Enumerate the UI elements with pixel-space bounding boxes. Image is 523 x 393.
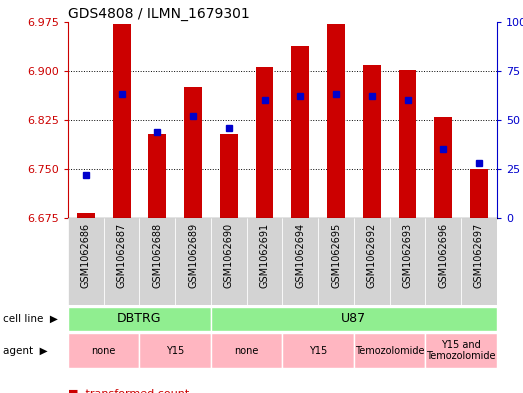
Text: GSM1062697: GSM1062697 [474, 222, 484, 288]
Text: Temozolomide: Temozolomide [355, 345, 424, 356]
Bar [461, 218, 497, 305]
Text: DBTRG: DBTRG [117, 312, 162, 325]
Bar [434, 117, 452, 218]
Text: agent  ▶: agent ▶ [3, 345, 47, 356]
Bar [112, 24, 131, 218]
Bar [104, 218, 140, 305]
Bar [291, 46, 309, 218]
Text: none: none [92, 345, 116, 356]
Bar [354, 333, 425, 368]
Text: GSM1062687: GSM1062687 [117, 222, 127, 288]
Text: Y15 and
Temozolomide: Y15 and Temozolomide [426, 340, 496, 361]
Bar [220, 134, 238, 218]
Bar [399, 70, 416, 218]
Bar [470, 169, 488, 218]
Text: GSM1062686: GSM1062686 [81, 222, 91, 288]
Bar [68, 307, 211, 331]
Text: GSM1062695: GSM1062695 [331, 222, 341, 288]
Bar [282, 218, 318, 305]
Bar [211, 218, 247, 305]
Bar [149, 134, 166, 218]
Bar [425, 333, 497, 368]
Bar [256, 67, 274, 218]
Text: ■  transformed count: ■ transformed count [68, 389, 189, 393]
Text: GDS4808 / ILMN_1679301: GDS4808 / ILMN_1679301 [68, 7, 250, 20]
Bar [282, 333, 354, 368]
Text: GSM1062694: GSM1062694 [295, 222, 305, 288]
Text: GSM1062692: GSM1062692 [367, 222, 377, 288]
Bar [363, 65, 381, 218]
Text: U87: U87 [342, 312, 367, 325]
Bar [354, 218, 390, 305]
Bar [327, 24, 345, 218]
Text: GSM1062691: GSM1062691 [259, 222, 269, 288]
Bar [175, 218, 211, 305]
Text: GSM1062688: GSM1062688 [152, 222, 162, 288]
Bar [247, 218, 282, 305]
Text: Y15: Y15 [309, 345, 327, 356]
Text: GSM1062693: GSM1062693 [403, 222, 413, 288]
Text: none: none [234, 345, 259, 356]
Text: cell line  ▶: cell line ▶ [3, 314, 58, 324]
Bar [211, 333, 282, 368]
Text: GSM1062690: GSM1062690 [224, 222, 234, 288]
Text: GSM1062689: GSM1062689 [188, 222, 198, 288]
Bar [211, 307, 497, 331]
Bar [390, 218, 425, 305]
Bar [318, 218, 354, 305]
Bar [140, 333, 211, 368]
Text: GSM1062696: GSM1062696 [438, 222, 448, 288]
Bar [77, 213, 95, 218]
Bar [140, 218, 175, 305]
Bar [68, 333, 140, 368]
Text: Y15: Y15 [166, 345, 184, 356]
Bar [68, 218, 104, 305]
Bar [425, 218, 461, 305]
Bar [184, 87, 202, 218]
